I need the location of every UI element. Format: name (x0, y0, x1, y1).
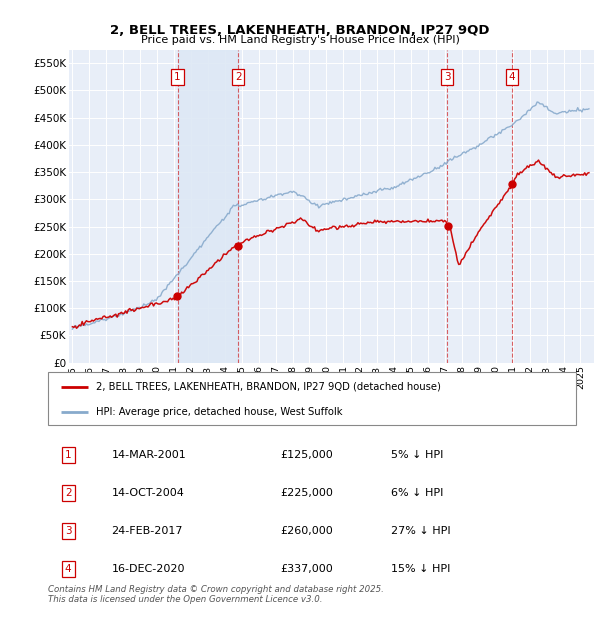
Text: £125,000: £125,000 (280, 450, 333, 459)
Text: 1: 1 (65, 450, 71, 459)
Bar (178, 50, 238, 363)
Text: 2: 2 (235, 72, 241, 82)
Text: 14-MAR-2001: 14-MAR-2001 (112, 450, 186, 459)
Text: Contains HM Land Registry data © Crown copyright and database right 2025.
This d: Contains HM Land Registry data © Crown c… (48, 585, 384, 604)
Text: £225,000: £225,000 (280, 488, 333, 498)
Text: Price paid vs. HM Land Registry's House Price Index (HPI): Price paid vs. HM Land Registry's House … (140, 35, 460, 45)
Text: HPI: Average price, detached house, West Suffolk: HPI: Average price, detached house, West… (95, 407, 342, 417)
Text: 3: 3 (444, 72, 451, 82)
Text: 5% ↓ HPI: 5% ↓ HPI (391, 450, 443, 459)
Text: 4: 4 (65, 564, 71, 574)
Text: 6% ↓ HPI: 6% ↓ HPI (391, 488, 443, 498)
Text: £337,000: £337,000 (280, 564, 333, 574)
FancyBboxPatch shape (48, 372, 576, 425)
Text: 4: 4 (509, 72, 515, 82)
Text: 1: 1 (174, 72, 181, 82)
Text: £260,000: £260,000 (280, 526, 333, 536)
Text: 27% ↓ HPI: 27% ↓ HPI (391, 526, 451, 536)
Text: 24-FEB-2017: 24-FEB-2017 (112, 526, 183, 536)
Text: 3: 3 (65, 526, 71, 536)
Text: 2, BELL TREES, LAKENHEATH, BRANDON, IP27 9QD (detached house): 2, BELL TREES, LAKENHEATH, BRANDON, IP27… (95, 382, 440, 392)
Text: 14-OCT-2004: 14-OCT-2004 (112, 488, 184, 498)
Text: 16-DEC-2020: 16-DEC-2020 (112, 564, 185, 574)
Text: 15% ↓ HPI: 15% ↓ HPI (391, 564, 451, 574)
Text: 2, BELL TREES, LAKENHEATH, BRANDON, IP27 9QD: 2, BELL TREES, LAKENHEATH, BRANDON, IP27… (110, 24, 490, 37)
Text: 2: 2 (65, 488, 71, 498)
